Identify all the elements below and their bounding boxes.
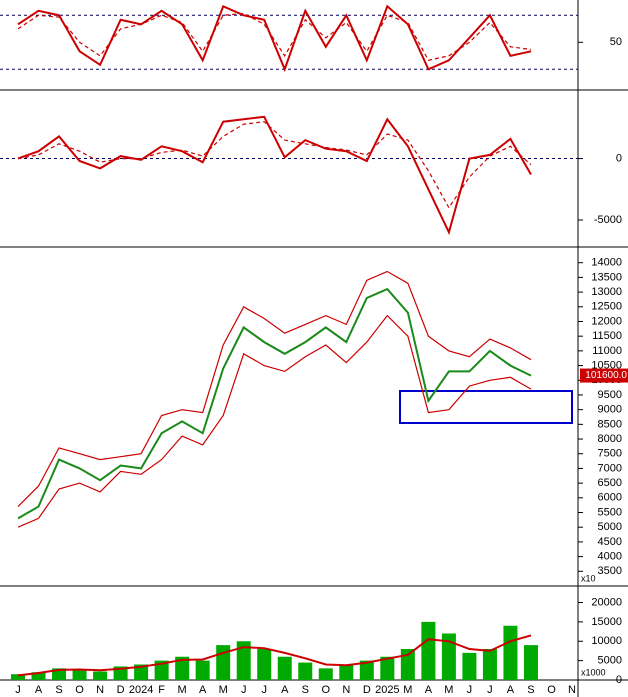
series-line	[17, 270, 532, 508]
series-line	[17, 314, 532, 528]
volume-bar	[277, 656, 292, 680]
x-tick-label: S	[55, 684, 62, 696]
x-tick-label: M	[219, 684, 228, 696]
x-tick-label: D	[363, 684, 371, 696]
y-tick-label: 7500	[598, 448, 622, 460]
volume-bar	[154, 660, 169, 680]
y-tick-label: 0	[616, 674, 622, 686]
x-tick-label: M	[403, 684, 412, 696]
x-tick-label: M	[444, 684, 453, 696]
scale-note: x1000	[581, 667, 606, 677]
x-tick-label: A	[35, 684, 43, 696]
price-tag-label: 101600.0	[585, 370, 627, 381]
x-tick-label: M	[178, 684, 187, 696]
y-tick-label: 8000	[598, 433, 622, 445]
x-tick-label: A	[425, 684, 433, 696]
x-tick-label: S	[527, 684, 534, 696]
volume-bar	[400, 649, 415, 680]
x-tick-label: J	[467, 684, 473, 696]
series-line	[17, 115, 532, 236]
y-tick-label: 10500	[591, 359, 622, 371]
y-tick-label: 5000	[598, 521, 622, 533]
volume-bar	[421, 621, 436, 680]
volume-bar	[339, 664, 354, 680]
x-tick-label: J	[241, 684, 247, 696]
y-tick-label: 12000	[591, 315, 622, 327]
y-tick-label: -5000	[594, 214, 622, 226]
y-tick-label: 10000	[591, 635, 622, 647]
volume-bar	[52, 668, 67, 680]
y-tick-label: 5000	[598, 655, 622, 667]
y-tick-label: 3500	[598, 565, 622, 577]
y-tick-label: 11000	[592, 345, 622, 357]
x-tick-label: J	[15, 684, 21, 696]
y-tick-label: 14000	[591, 257, 622, 269]
y-tick-label: 4000	[598, 551, 622, 563]
volume-bar	[134, 664, 149, 680]
x-tick-label: A	[507, 684, 515, 696]
x-tick-label: A	[199, 684, 207, 696]
support-box	[399, 390, 573, 424]
x-tick-label: N	[568, 684, 576, 696]
x-tick-label: O	[547, 684, 556, 696]
volume-bar	[11, 674, 25, 680]
x-tick-label: J	[261, 684, 267, 696]
volume-bar	[523, 645, 538, 680]
y-tick-label: 11500	[592, 330, 622, 342]
x-tick-label: N	[342, 684, 350, 696]
x-tick-label: O	[75, 684, 84, 696]
y-tick-label: 0	[616, 152, 622, 164]
x-tick-label: A	[281, 684, 289, 696]
x-tick-label: 2024	[129, 684, 153, 696]
y-tick-label: 9500	[598, 389, 622, 401]
x-tick-label: 2025	[375, 684, 399, 696]
volume-bar	[236, 641, 251, 680]
y-tick-label: 12500	[591, 301, 622, 313]
volume-bar	[482, 649, 497, 680]
y-tick-label: 9000	[598, 404, 622, 416]
y-tick-label: 7000	[598, 462, 622, 474]
x-tick-label: D	[117, 684, 125, 696]
volume-bar	[462, 652, 477, 680]
volume-bar	[318, 668, 333, 680]
volume-ma	[17, 634, 532, 677]
volume-bar	[216, 645, 231, 680]
x-tick-label: N	[96, 684, 104, 696]
series-line	[17, 4, 532, 73]
volume-bar	[93, 671, 108, 680]
scale-note: x10	[581, 573, 596, 583]
y-tick-label: 13500	[591, 271, 622, 283]
volume-bar	[257, 649, 272, 680]
y-tick-label: 4500	[598, 536, 622, 548]
volume-bar	[31, 672, 46, 680]
x-tick-label: S	[302, 684, 309, 696]
y-tick-label: 50	[610, 36, 622, 48]
volume-bar	[298, 662, 313, 680]
y-tick-label: 15000	[591, 616, 622, 628]
volume-bar	[380, 656, 395, 680]
x-tick-label: F	[158, 684, 165, 696]
y-tick-label: 5500	[598, 506, 622, 518]
y-tick-label: 8500	[598, 418, 622, 430]
series-line	[17, 287, 532, 520]
price-tag	[580, 368, 628, 383]
volume-bar	[195, 660, 210, 680]
y-tick-label: 6000	[598, 492, 622, 504]
volume-bar	[441, 633, 456, 680]
y-tick-label: 20000	[591, 596, 622, 608]
y-tick-label: 6500	[598, 477, 622, 489]
series-line	[17, 12, 532, 61]
series-line	[17, 121, 532, 209]
y-tick-label: 13000	[591, 286, 622, 298]
x-tick-label: O	[321, 684, 330, 696]
volume-bar	[72, 670, 87, 680]
volume-bar	[175, 656, 190, 680]
volume-bar	[503, 625, 518, 680]
volume-bar	[359, 660, 374, 680]
x-tick-label: J	[487, 684, 493, 696]
